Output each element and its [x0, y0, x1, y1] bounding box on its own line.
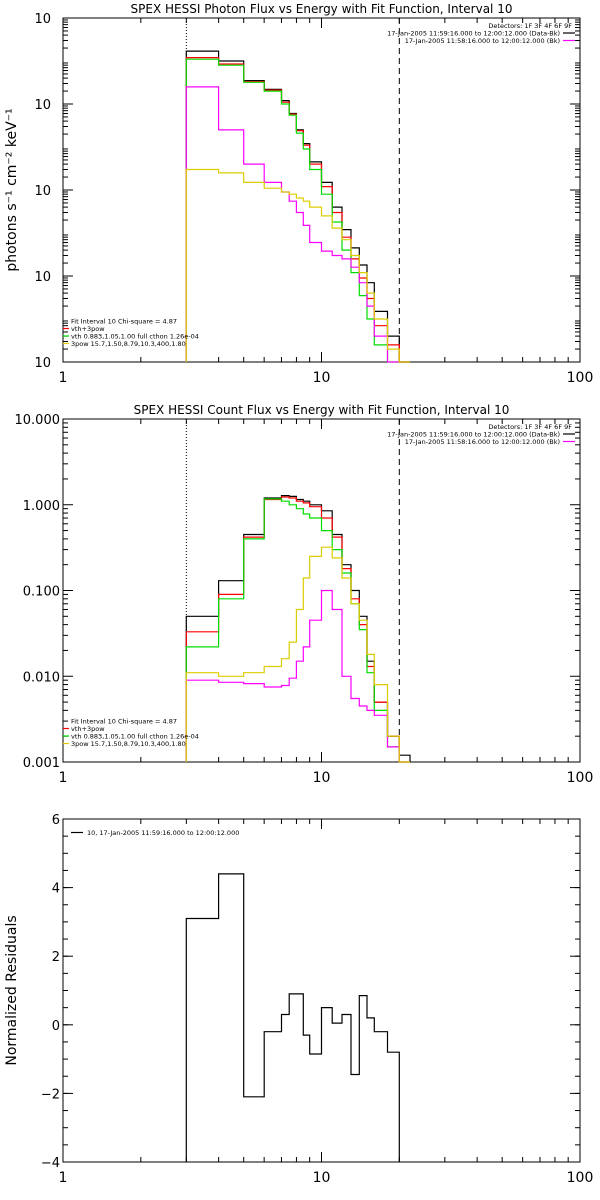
x-tick-label: 10	[313, 1170, 331, 1186]
legend-entry-bottom-left: 3pow 15.7,1.50,8.79,10.3,400,1.80	[71, 340, 186, 348]
series-line-4	[185, 589, 410, 763]
y-tick-label: 10	[34, 12, 51, 27]
legend-entry-bottom-left: vth+3pow	[71, 325, 105, 333]
series-line-3	[185, 498, 410, 763]
y-axis-label: Normalized Residuals	[4, 915, 20, 1065]
y-tick-label: 0.001	[23, 756, 60, 771]
series-line-4	[185, 86, 410, 363]
y-tick-label: 0.100	[23, 585, 60, 600]
series-line-1	[185, 495, 411, 762]
y-tick-label: 1.000	[23, 499, 60, 514]
legend-entry-top-right: Detectors: 1F 3F 4F 6F 9F	[488, 423, 572, 431]
y-tick-label: −2	[41, 1087, 60, 1102]
legend-entry-top-right: 17-Jan-2005 11:58:16.000 to 12:00:12.000…	[405, 37, 560, 45]
series-line-3	[185, 58, 410, 363]
y-tick-label: 10	[34, 98, 51, 113]
legend-entry-bottom-left: vth+3pow	[71, 725, 105, 733]
legend-entry-bottom-left: 3pow 15.7,1.50,8.79,10.3,400,1.80	[71, 740, 186, 748]
legend-entry-top-right: 17-Jan-2005 11:59:16.000 to 12:00:12.000…	[387, 30, 560, 38]
y-axis-label: photons s⁻¹ cm⁻² keV⁻¹	[4, 108, 20, 271]
y-tick-label: 10	[34, 184, 51, 199]
y-tick-base: 10	[34, 98, 51, 113]
legend-entry-bottom-left: Fit Interval 10 Chi-square = 4.87	[71, 718, 177, 726]
y-tick-label: 10	[34, 270, 51, 285]
y-tick-label: −4	[41, 1156, 60, 1171]
chart-panel-2: SPEX HESSI Count Flux vs Energy with Fit…	[15, 403, 594, 786]
x-tick-label: 1	[59, 370, 68, 386]
series-line-1	[185, 873, 400, 1162]
legend-entry-bottom-left: vth 0.883,1.05,1.00 full cthon 1.26e-04	[71, 733, 199, 741]
x-tick-label: 100	[567, 1170, 594, 1186]
legend-entry-top-right: 17-Jan-2005 11:58:16.000 to 12:00:12.000…	[405, 438, 560, 446]
series-line-5	[185, 168, 410, 363]
y-tick-label: 4	[52, 882, 60, 897]
series-line-1	[185, 50, 410, 363]
legend-entry-bottom-left: Fit Interval 10 Chi-square = 4.87	[71, 318, 177, 326]
chart-title: SPEX HESSI Count Flux vs Energy with Fit…	[134, 403, 510, 417]
y-tick-base: 10	[34, 356, 51, 371]
legend-entry-top-left: 10, 17-Jan-2005 11:59:16.000 to 12:00:12…	[87, 829, 239, 837]
legend-entry-bottom-left: vth 0.883,1.05,1.00 full cthon 1.26e-04	[71, 333, 199, 341]
x-tick-label: 10	[313, 770, 331, 786]
y-tick-label: 6	[52, 813, 60, 828]
y-tick-base: 10	[34, 12, 51, 27]
series-line-2	[185, 57, 410, 363]
y-tick-label: 0.010	[23, 670, 60, 685]
plot-frame	[62, 818, 581, 1163]
y-tick-label: 0	[52, 1019, 60, 1034]
chart-panel-3: 1 10 100 −4 −2 0 2 4 6 Normalized Residuals 10, 17…	[4, 813, 593, 1186]
x-tick-label: 1	[59, 770, 68, 786]
x-tick-label: 100	[567, 370, 594, 386]
chart-panel-1: SPEX HESSI Photon Flux vs Energy with Fi…	[4, 2, 593, 386]
y-tick-label: 2	[52, 950, 60, 965]
series-line-2	[185, 496, 410, 763]
chart-title: SPEX HESSI Photon Flux vs Energy with Fi…	[131, 2, 513, 16]
legend-entry-top-right: 17-Jan-2005 11:59:16.000 to 12:00:12.000…	[387, 431, 560, 439]
legend-entry-top-right: Detectors: 1F 3F 4F 6F 9F	[488, 22, 572, 30]
y-tick-label: 10	[34, 356, 51, 371]
x-tick-label: 1	[59, 1170, 68, 1186]
series-line-5	[185, 546, 410, 763]
x-tick-label: 100	[567, 770, 594, 786]
y-tick-base: 10	[34, 184, 51, 199]
y-tick-label: 10.000	[15, 413, 61, 428]
y-tick-base: 10	[34, 270, 51, 285]
x-tick-label: 10	[313, 370, 331, 386]
